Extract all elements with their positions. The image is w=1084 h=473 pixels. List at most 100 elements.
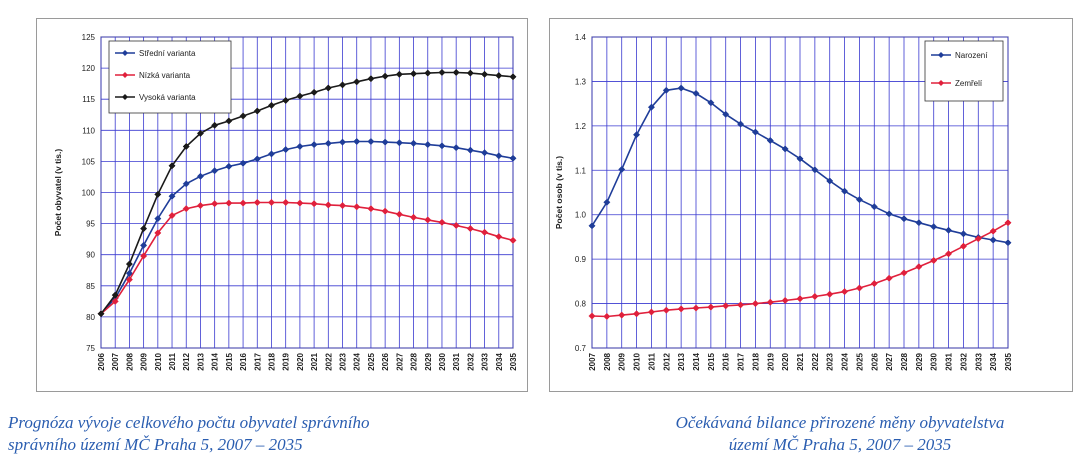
- chart-right-xtick-label: 2011: [647, 352, 656, 370]
- chart-left-xtick-label: 2024: [353, 352, 362, 370]
- chart-right-series-1-point: [900, 269, 908, 277]
- chart-right-series-1-point: [722, 302, 730, 310]
- chart-left-xtick-label: 2011: [168, 352, 177, 370]
- chart-right-series-1-point: [885, 274, 893, 282]
- chart-right-series-0-point: [662, 86, 670, 94]
- chart-left-series-0-point: [253, 155, 261, 163]
- chart-left-series-0-point: [140, 241, 148, 249]
- chart-left-xtick-label: 2022: [324, 352, 333, 370]
- chart-left-series-1-point: [466, 225, 474, 233]
- chart-right-xtick-label: 2019: [766, 352, 775, 370]
- chart-right-series-0-point: [796, 155, 804, 163]
- chart-left-series-0-point: [395, 139, 403, 147]
- chart-right-series-1-point: [855, 284, 863, 292]
- chart-left-series-0-point: [452, 144, 460, 152]
- chart-left-ytick-label: 90: [86, 251, 95, 260]
- chart-left-xtick-label: 2018: [267, 352, 276, 370]
- chart-left-ytick-label: 125: [82, 33, 96, 42]
- chart-left-ytick-label: 100: [82, 189, 96, 198]
- chart-right-series-0-point: [915, 219, 923, 227]
- chart-left-series-0-point: [282, 146, 290, 154]
- chart-left-series-0-point: [409, 139, 418, 147]
- chart-left-series-0-point: [296, 142, 304, 151]
- chart-left-series-1-point: [225, 199, 233, 207]
- chart-right-xtick-label: 2008: [603, 352, 612, 370]
- chart-right-series-1-point: [662, 306, 670, 314]
- chart-left-series-2-point: [97, 310, 105, 318]
- chart-left-series-0-point: [353, 137, 361, 146]
- chart-right-xtick-label: 2014: [692, 352, 701, 370]
- chart-left-ytick-label: 95: [86, 220, 95, 229]
- chart-left-xtick-label: 2030: [438, 352, 447, 370]
- chart-right-ytick-label: 1.4: [575, 33, 587, 42]
- chart-left-xtick-label: 2031: [452, 352, 461, 370]
- chart-right-series-0-point: [870, 203, 878, 211]
- chart-left-series-2-point: [409, 70, 418, 78]
- chart-left-legend-label-2: Vysoká varianta: [139, 93, 196, 102]
- chart-right-series-1-point: [870, 280, 878, 288]
- chart-left-xtick-label: 2023: [339, 352, 348, 370]
- chart-left-ytick-label: 105: [82, 157, 96, 166]
- chart-left-xtick-label: 2008: [125, 352, 134, 370]
- chart-left-xtick-label: 2028: [410, 352, 419, 370]
- chart-left-series-0-point: [381, 138, 389, 146]
- chart-right-series-1-point: [751, 300, 759, 308]
- chart-left-xtick-label: 2021: [310, 352, 319, 370]
- chart-left-series-2-point: [267, 101, 276, 109]
- chart-left-xtick-label: 2016: [239, 352, 248, 370]
- chart-right-series-0-point: [930, 223, 938, 231]
- chart-right-series-1-point: [781, 296, 789, 305]
- chart-left-xtick-label: 2015: [225, 352, 234, 370]
- chart-left-ytick-label: 85: [86, 282, 95, 291]
- chart-right-series-1-point: [989, 227, 997, 235]
- chart-right-series-1-point: [915, 263, 923, 271]
- chart-right-svg: 0.7 0.8 0.9 1.0 1.1 1.2 1.3 1.4 2007 2008 2009 2010…: [554, 33, 1013, 371]
- chart-left-series-2-point: [140, 225, 148, 233]
- chart-left-series-2-point: [466, 69, 474, 77]
- chart-left-series-0-point: [168, 192, 176, 200]
- chart-left-legend-marker-1: [122, 72, 128, 78]
- chart-right-xtick-label: 2027: [885, 352, 894, 370]
- chart-left-xtick-label: 2009: [140, 352, 149, 370]
- chart-left-series-2-point: [367, 75, 375, 83]
- chart-left-panel: 75 80 85 90 95 100 105 110 115 120 125 2006 2007 2008…: [36, 18, 528, 392]
- chart-left-series-2-point: [225, 117, 233, 125]
- chart-right-series-0-point: [811, 166, 819, 174]
- chart-left-series-2-point: [324, 84, 332, 92]
- chart-right-series-0-point: [1004, 239, 1012, 247]
- chart-left-series-1-point: [495, 233, 503, 241]
- chart-right-series-1-point: [692, 304, 700, 312]
- chart-right-series-1-point: [1004, 219, 1012, 227]
- chart-right-series-1-point: [826, 290, 834, 298]
- chart-left-series-0-point: [196, 172, 205, 180]
- chart-left-series-1-point: [125, 276, 133, 284]
- chart-left-series-1-point: [395, 210, 403, 218]
- chart-right-series-0-point: [588, 222, 596, 230]
- chart-left-series-1-point: [338, 202, 347, 210]
- chart-right-series-1-point: [841, 288, 849, 296]
- chart-right-series-0-point: [989, 236, 997, 244]
- chart-right-xtick-label: 2020: [781, 352, 790, 370]
- chart-right-xtick-label: 2035: [1004, 352, 1013, 370]
- chart-left-series-2-point: [381, 72, 389, 80]
- chart-left-series-0-point: [438, 142, 446, 150]
- chart-left-series-1-point: [111, 297, 119, 305]
- chart-left-series-1-point: [196, 202, 205, 210]
- chart-right-xtick-label: 2009: [618, 352, 627, 370]
- chart-right-xtick-label: 2015: [707, 352, 716, 370]
- chart-left-series-2-point: [310, 88, 318, 96]
- chart-left-series-1-point: [324, 201, 332, 209]
- chart-right-series-1-point: [603, 312, 611, 321]
- chart-left-series-2-point: [296, 92, 304, 100]
- chart-right-xtick-label: 2013: [677, 352, 686, 370]
- chart-left-ytick-label: 75: [86, 344, 95, 353]
- chart-right-series-0-point: [737, 120, 745, 128]
- chart-left-xtick-label: 2035: [509, 352, 518, 370]
- chart-right-xtick-label: 2023: [826, 352, 835, 370]
- chart-left-xtick-label: 2033: [481, 352, 490, 370]
- chart-left-series-1-point: [267, 198, 276, 207]
- chart-right-series-0-point: [707, 99, 715, 107]
- chart-right-panel: 0.7 0.8 0.9 1.0 1.1 1.2 1.3 1.4 2007 2008 2009 2010…: [549, 18, 1073, 392]
- chart-right-series-0-point: [603, 198, 611, 206]
- chart-left-series-1-point: [182, 205, 190, 213]
